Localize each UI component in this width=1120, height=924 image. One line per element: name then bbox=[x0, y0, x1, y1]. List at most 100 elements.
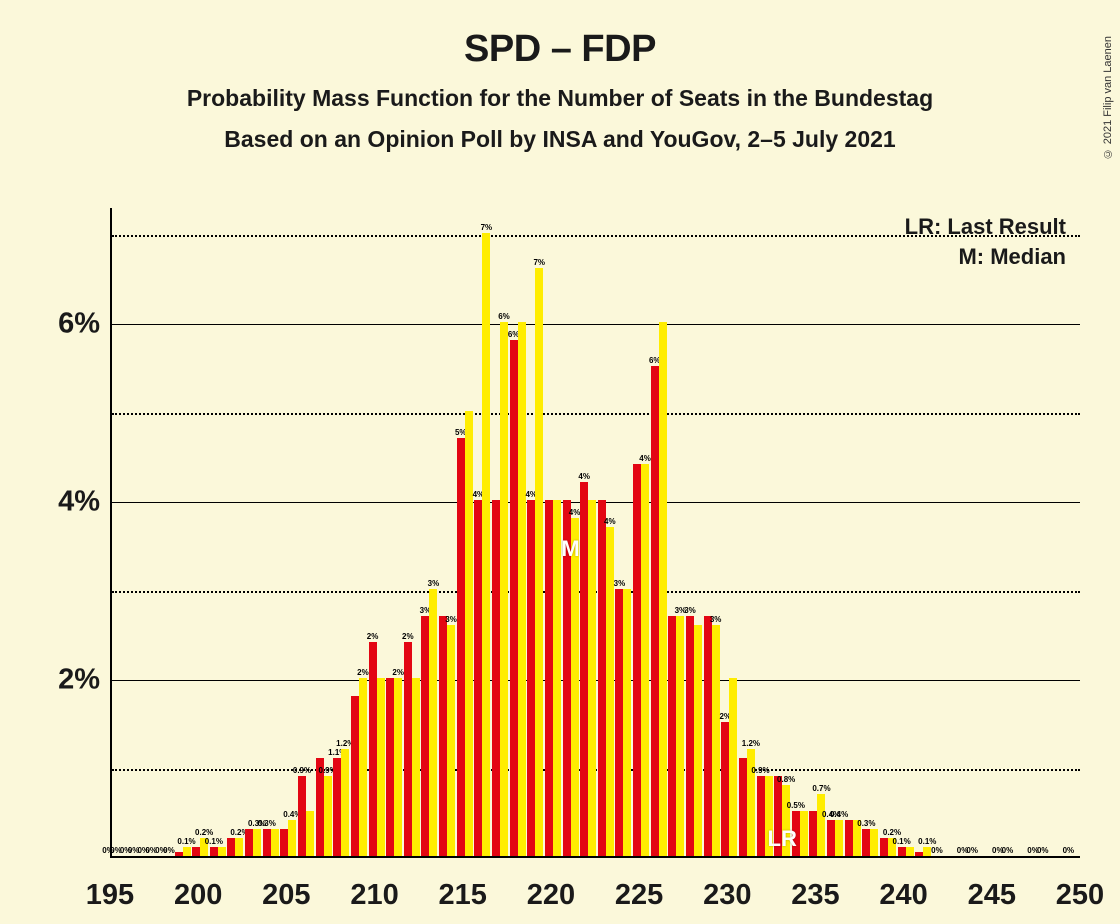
bar-yellow: 6% bbox=[500, 322, 508, 856]
bar-yellow: 0.9% bbox=[324, 776, 332, 856]
x-axis-label: 205 bbox=[262, 879, 310, 912]
bar-yellow: 2% bbox=[394, 678, 402, 856]
bar-red: 4% bbox=[474, 500, 482, 856]
x-axis-label: 250 bbox=[1056, 879, 1104, 912]
bar-red: 6% bbox=[510, 340, 518, 856]
bar-value-label: 0.2% bbox=[883, 828, 901, 837]
bar-value-label: 0% bbox=[931, 846, 943, 855]
bar-yellow: 0.2% bbox=[235, 838, 243, 856]
bar-yellow bbox=[694, 625, 702, 857]
chart-subtitle-1: Probability Mass Function for the Number… bbox=[0, 85, 1120, 112]
bar-red bbox=[809, 811, 817, 856]
bar-value-label: 4% bbox=[604, 517, 616, 526]
bar-yellow: 0.7% bbox=[817, 794, 825, 856]
chart-area: LR: Last Result M: Median 0%0%0%0%0%0%0%… bbox=[50, 208, 1090, 908]
bar-yellow bbox=[623, 589, 631, 856]
bar-red bbox=[439, 616, 447, 856]
x-axis-label: 195 bbox=[86, 879, 134, 912]
bar-red bbox=[175, 852, 183, 856]
bar-yellow: 3% bbox=[447, 625, 455, 857]
bar-yellow bbox=[906, 847, 914, 856]
bar-yellow bbox=[729, 678, 737, 856]
bar-value-label: 2% bbox=[402, 632, 414, 641]
bar-yellow bbox=[306, 811, 314, 856]
bar-yellow bbox=[553, 500, 561, 856]
bar-yellow: 4% bbox=[606, 527, 614, 856]
bar-red: 4% bbox=[580, 482, 588, 856]
x-axis-label: 230 bbox=[703, 879, 751, 912]
bar-yellow: 7% bbox=[535, 268, 543, 856]
bar-value-label: 7% bbox=[481, 223, 493, 232]
bar-value-label: 2% bbox=[367, 632, 379, 641]
bar-red: 0.3% bbox=[862, 829, 870, 856]
bar-red: 0.1% bbox=[898, 847, 906, 856]
x-axis-label: 220 bbox=[527, 879, 575, 912]
bar-value-label: 2% bbox=[357, 668, 369, 677]
bar-value-label: 0.5% bbox=[787, 801, 805, 810]
bar-red: 1.1% bbox=[333, 758, 341, 856]
bar-yellow: 2% bbox=[359, 678, 367, 856]
x-axis-label: 245 bbox=[968, 879, 1016, 912]
bar-yellow bbox=[588, 500, 596, 856]
bar-yellow: 1.2% bbox=[341, 749, 349, 856]
bar-value-label: 0.9% bbox=[293, 766, 311, 775]
plot-area: 0%0%0%0%0%0%0%0%0.1%0.2%0.1%0.2%0.3%0.3%… bbox=[110, 208, 1080, 858]
bar-value-label: 1.2% bbox=[742, 739, 760, 748]
bar-value-label: 3% bbox=[614, 579, 626, 588]
bar-value-label: 4% bbox=[578, 472, 590, 481]
bar-red bbox=[492, 500, 500, 856]
bar-yellow: 4% bbox=[571, 518, 579, 856]
chart-subtitle-2: Based on an Opinion Poll by INSA and You… bbox=[0, 126, 1120, 153]
bar-yellow bbox=[518, 322, 526, 856]
bar-red: 3% bbox=[686, 616, 694, 856]
bar-red bbox=[915, 852, 923, 856]
bar-yellow bbox=[659, 322, 667, 856]
x-axis-label: 215 bbox=[439, 879, 487, 912]
bar-yellow: 3% bbox=[712, 625, 720, 857]
bar-yellow bbox=[870, 829, 878, 856]
bar-value-label: 7% bbox=[533, 258, 545, 267]
bar-red bbox=[845, 820, 853, 856]
gridline-major bbox=[112, 324, 1080, 325]
bar-value-label: 0.4% bbox=[830, 810, 848, 819]
bar-red bbox=[227, 838, 235, 856]
bar-value-label: 0.1% bbox=[205, 837, 223, 846]
x-axis-label: 225 bbox=[615, 879, 663, 912]
x-axis-label: 235 bbox=[791, 879, 839, 912]
gridline-minor bbox=[112, 235, 1080, 237]
bar-yellow: 0.4% bbox=[288, 820, 296, 856]
median-marker: M bbox=[561, 536, 579, 562]
y-axis-label: 6% bbox=[50, 307, 100, 340]
x-axis-label: 200 bbox=[174, 879, 222, 912]
bar-value-label: 0.1% bbox=[893, 837, 911, 846]
bar-red bbox=[192, 847, 200, 856]
x-axis-label: 240 bbox=[879, 879, 927, 912]
bar-value-label: 3% bbox=[684, 606, 696, 615]
x-axis-label: 210 bbox=[350, 879, 398, 912]
bar-value-label: 0.3% bbox=[857, 819, 875, 828]
bar-red bbox=[386, 678, 394, 856]
gridline-minor bbox=[112, 413, 1080, 415]
bar-yellow bbox=[800, 811, 808, 856]
bar-value-label: 2% bbox=[392, 668, 404, 677]
copyright-text: © 2021 Filip van Laenen bbox=[1102, 36, 1114, 159]
bar-red: 0.9% bbox=[298, 776, 306, 856]
bar-red: 0.3% bbox=[263, 829, 271, 856]
bar-yellow bbox=[218, 847, 226, 856]
bar-yellow: 0.3% bbox=[253, 829, 261, 856]
bar-red bbox=[280, 829, 288, 856]
bar-value-label: 0% bbox=[163, 846, 175, 855]
bar-red: 0.4% bbox=[827, 820, 835, 856]
bar-value-label: 3% bbox=[710, 615, 722, 624]
bar-red bbox=[668, 616, 676, 856]
bar-value-label: 0% bbox=[1037, 846, 1049, 855]
bar-red: 6% bbox=[651, 366, 659, 856]
bar-red: 5% bbox=[457, 438, 465, 856]
bar-yellow: 4% bbox=[641, 464, 649, 856]
bar-yellow: 3% bbox=[676, 616, 684, 856]
bar-yellow bbox=[377, 678, 385, 856]
bar-value-label: 0.1% bbox=[918, 837, 936, 846]
bar-red bbox=[245, 829, 253, 856]
bar-yellow: 0.1% bbox=[183, 847, 191, 856]
bar-red: 0.1% bbox=[210, 847, 218, 856]
